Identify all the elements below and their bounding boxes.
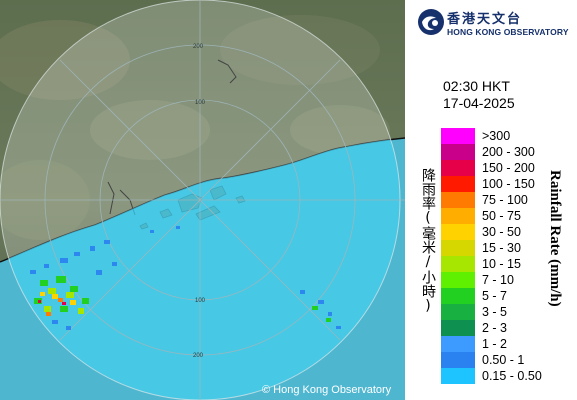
copyright-text: © Hong Kong Observatory bbox=[262, 384, 392, 396]
legend-label: >300 bbox=[482, 129, 511, 143]
legend-row: 1 - 2 bbox=[441, 336, 571, 352]
logo-name-cn: 香港天文台 bbox=[447, 12, 523, 27]
legend-row: 5 - 7 bbox=[441, 288, 571, 304]
radar-map-svg: 100 100 200 200 bbox=[0, 0, 405, 400]
legend-row: 2 - 3 bbox=[441, 320, 571, 336]
legend-row: 7 - 10 bbox=[441, 272, 571, 288]
legend-swatch bbox=[441, 128, 475, 144]
legend-title-en: Rainfall Rate (mm/h) bbox=[547, 170, 563, 307]
legend-row: 10 - 15 bbox=[441, 256, 571, 272]
terrain-texture bbox=[0, 15, 390, 240]
date-label: 17-04-2025 bbox=[443, 95, 515, 111]
legend-label: 0.15 - 0.50 bbox=[482, 369, 542, 383]
legend-label: 150 - 200 bbox=[482, 161, 535, 175]
legend-row: 75 - 100 bbox=[441, 192, 571, 208]
legend-row: 0.15 - 0.50 bbox=[441, 368, 571, 384]
legend-row: 200 - 300 bbox=[441, 144, 571, 160]
legend-swatch bbox=[441, 240, 475, 256]
logo-name-en: HONG KONG OBSERVATORY bbox=[447, 27, 569, 37]
legend-label: 75 - 100 bbox=[482, 193, 528, 207]
legend-swatch bbox=[441, 176, 475, 192]
legend-swatch bbox=[441, 304, 475, 320]
legend-swatch bbox=[441, 288, 475, 304]
legend-swatch bbox=[441, 160, 475, 176]
legend-swatch bbox=[441, 320, 475, 336]
legend-label: 1 - 2 bbox=[482, 337, 508, 351]
legend-label: 30 - 50 bbox=[482, 225, 521, 239]
range-ring-labels: 100 100 200 200 bbox=[193, 44, 206, 359]
legend-label: 100 - 150 bbox=[482, 177, 535, 191]
radar-map: 100 100 200 200 bbox=[0, 0, 405, 400]
legend-label: 0.50 - 1 bbox=[482, 353, 525, 367]
legend-swatch bbox=[441, 352, 475, 368]
legend-row: 30 - 50 bbox=[441, 224, 571, 240]
time-label: 02:30 HKT bbox=[443, 78, 510, 94]
legend-swatch bbox=[441, 144, 475, 160]
legend-label: 7 - 10 bbox=[482, 273, 514, 287]
ring-label: 200 bbox=[193, 353, 204, 359]
side-panel: 香港天文台 HONG KONG OBSERVATORY 02:30 HKT 17… bbox=[405, 0, 577, 400]
legend-row: >300 bbox=[441, 128, 571, 144]
legend-label: 200 - 300 bbox=[482, 145, 535, 159]
range-rings bbox=[0, 0, 405, 400]
rainfall-legend: >300 200 - 300 150 - 200 100 - 150 75 - 100 5… bbox=[441, 128, 571, 384]
legend-title-cn: 降雨率(毫米/小時) bbox=[420, 168, 436, 314]
legend-label: 2 - 3 bbox=[482, 321, 508, 335]
legend-swatch bbox=[441, 368, 475, 384]
legend-swatch bbox=[441, 256, 475, 272]
legend-label: 15 - 30 bbox=[482, 241, 521, 255]
legend-label: 3 - 5 bbox=[482, 305, 508, 319]
hko-emblem-icon bbox=[418, 9, 444, 35]
legend-label: 50 - 75 bbox=[482, 209, 521, 223]
legend-row: 3 - 5 bbox=[441, 304, 571, 320]
hko-logo: 香港天文台 HONG KONG OBSERVATORY bbox=[413, 6, 573, 40]
legend-swatch bbox=[441, 272, 475, 288]
legend-row: 150 - 200 bbox=[441, 160, 571, 176]
legend-row: 100 - 150 bbox=[441, 176, 571, 192]
legend-swatch bbox=[441, 224, 475, 240]
legend-row: 15 - 30 bbox=[441, 240, 571, 256]
legend-row: 50 - 75 bbox=[441, 208, 571, 224]
legend-label: 10 - 15 bbox=[482, 257, 521, 271]
legend-swatch bbox=[441, 208, 475, 224]
time-block: 02:30 HKT 17-04-2025 bbox=[443, 78, 515, 112]
legend-label: 5 - 7 bbox=[482, 289, 508, 303]
ring-label: 100 bbox=[195, 298, 206, 304]
legend-row: 0.50 - 1 bbox=[441, 352, 571, 368]
rain-echoes bbox=[30, 226, 341, 330]
ring-label: 100 bbox=[195, 100, 206, 106]
legend-swatch bbox=[441, 336, 475, 352]
legend-swatch bbox=[441, 192, 475, 208]
ring-label: 200 bbox=[193, 44, 204, 50]
